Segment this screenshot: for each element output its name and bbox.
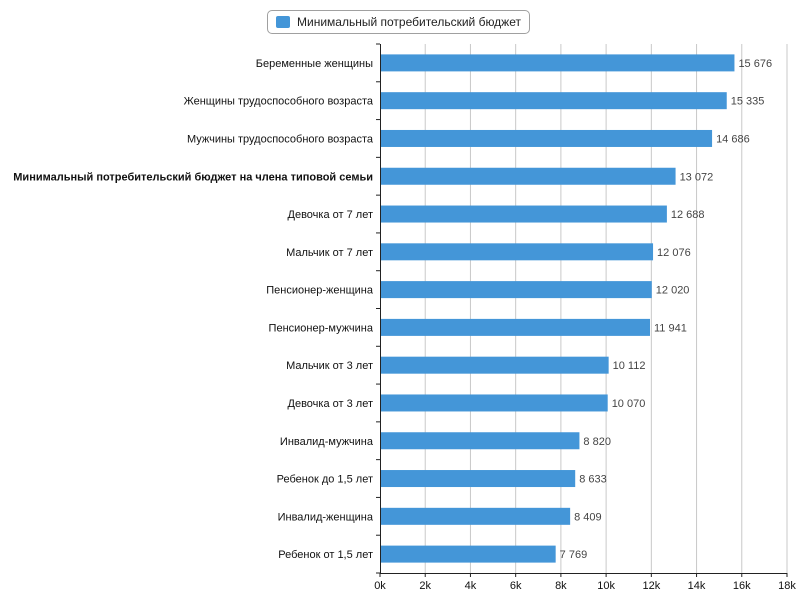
bar[interactable]	[381, 129, 713, 147]
category-label: Девочка от 3 лет	[288, 398, 373, 410]
bars	[381, 54, 735, 563]
value-label: 10 070	[612, 398, 646, 410]
bar[interactable]	[381, 92, 727, 110]
value-label: 15 676	[738, 58, 772, 70]
bar[interactable]	[381, 281, 652, 299]
value-label: 13 072	[680, 171, 714, 183]
category-label: Мальчик от 3 лет	[286, 360, 373, 372]
x-tick-label: 6k	[510, 580, 522, 592]
category-label: Девочка от 7 лет	[288, 209, 373, 221]
grid-lines	[424, 44, 788, 573]
bar[interactable]	[381, 507, 571, 525]
value-label: 12 020	[656, 285, 690, 297]
x-tick-label: 10k	[597, 580, 615, 592]
category-label: Женщины трудоспособного возраста	[184, 96, 374, 108]
value-label: 8 633	[579, 474, 607, 486]
category-label: Мужчины трудоспособного возраста	[187, 133, 374, 145]
legend-swatch	[276, 16, 290, 28]
value-label: 12 688	[671, 209, 705, 221]
x-tick-label: 8k	[555, 580, 567, 592]
x-tick-label: 0k	[374, 580, 386, 592]
value-label: 11 941	[654, 322, 687, 334]
category-label: Пенсионер-женщина	[266, 285, 374, 297]
category-label: Минимальный потребительский бюджет на чл…	[13, 171, 373, 183]
value-label: 8 409	[574, 511, 602, 523]
bar[interactable]	[381, 356, 609, 374]
value-label: 8 820	[583, 436, 611, 448]
legend-label: Минимальный потребительский бюджет	[297, 15, 521, 29]
bar[interactable]	[381, 318, 650, 336]
axes	[376, 43, 788, 577]
x-tick-label: 2k	[419, 580, 431, 592]
value-label: 12 076	[657, 247, 691, 259]
category-label: Беременные женщины	[256, 58, 373, 70]
value-label: 10 112	[613, 360, 646, 372]
x-tick-label: 18k	[778, 580, 796, 592]
category-label: Инвалид-женщина	[278, 511, 374, 523]
category-label: Инвалид-мужчина	[280, 436, 374, 448]
bar[interactable]	[381, 167, 676, 185]
value-label: 14 686	[716, 133, 750, 145]
labels: 0k 2k 4k 6k 8k 10k 12k 14k 16k 18k Беременные женщ…	[13, 58, 796, 592]
bar[interactable]	[381, 394, 608, 412]
bar[interactable]	[381, 205, 667, 223]
x-tick-label: 4k	[465, 580, 477, 592]
category-label: Пенсионер-мужчина	[269, 322, 374, 334]
legend[interactable]: Минимальный потребительский бюджет	[267, 10, 530, 34]
category-label: Ребенок до 1,5 лет	[277, 474, 373, 486]
x-tick-label: 12k	[642, 580, 660, 592]
bar[interactable]	[381, 54, 735, 72]
category-label: Ребенок от 1,5 лет	[278, 549, 373, 561]
bar[interactable]	[381, 432, 580, 450]
value-label: 15 335	[731, 96, 765, 108]
x-tick-label: 16k	[733, 580, 751, 592]
bar[interactable]	[381, 243, 654, 261]
category-label: Мальчик от 7 лет	[286, 247, 373, 259]
x-tick-label: 14k	[688, 580, 706, 592]
bar[interactable]	[381, 545, 556, 563]
bar[interactable]	[381, 470, 576, 488]
value-label: 7 769	[560, 549, 588, 561]
